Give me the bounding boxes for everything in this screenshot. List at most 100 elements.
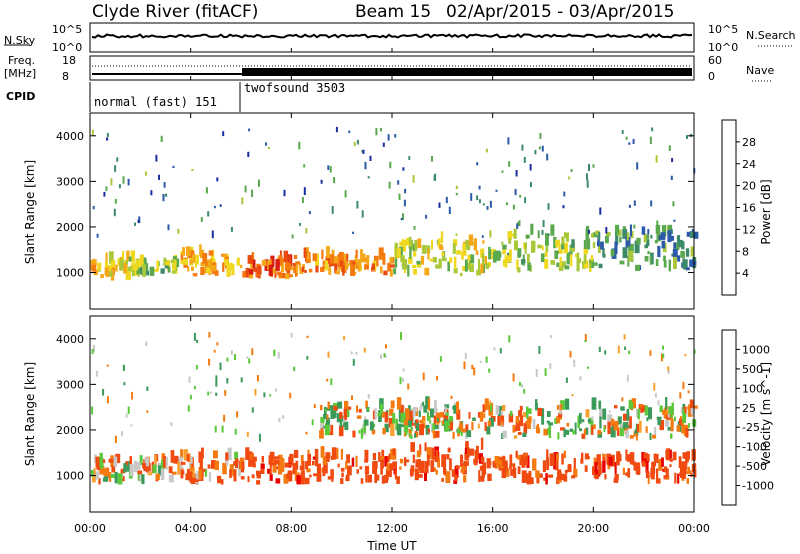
- data-cell: [400, 255, 405, 262]
- data-cell: [105, 186, 108, 192]
- data-cell: [137, 267, 142, 274]
- data-cell: [431, 447, 435, 457]
- data-cell: [404, 188, 407, 194]
- data-cell: [434, 400, 437, 413]
- data-cell: [515, 170, 518, 177]
- data-cell: [165, 456, 168, 467]
- data-cell: [471, 421, 474, 431]
- data-cell: [339, 411, 343, 419]
- data-cell: [383, 353, 386, 358]
- data-cell: [123, 463, 127, 473]
- data-cell: [493, 252, 497, 263]
- data-cell: [535, 399, 538, 411]
- data-cell: [200, 217, 203, 222]
- data-cell: [265, 142, 268, 146]
- data-cell: [298, 222, 301, 226]
- data-cell: [388, 181, 391, 189]
- nsky-label: N.Sky: [4, 34, 36, 47]
- data-cell: [519, 415, 524, 427]
- data-cell: [444, 421, 449, 432]
- data-cell: [321, 249, 324, 260]
- data-cell: [442, 257, 447, 262]
- data-cell: [303, 187, 306, 195]
- data-cell: [482, 203, 485, 206]
- data-cell: [682, 381, 685, 390]
- data-cell: [190, 456, 193, 464]
- data-cell: [455, 233, 458, 236]
- data-cell: [400, 404, 404, 418]
- data-cell: [449, 458, 452, 471]
- data-cell: [682, 463, 685, 469]
- velocity-y-axis-label: Slant Range [km]: [23, 362, 37, 466]
- data-cell: [119, 259, 124, 271]
- data-cell: [214, 270, 219, 276]
- data-cell: [544, 368, 547, 376]
- data-cell: [251, 407, 254, 413]
- data-cell: [146, 410, 149, 413]
- data-cell: [529, 416, 532, 421]
- data-cell: [527, 408, 532, 414]
- data-cell: [499, 348, 502, 354]
- data-cell: [405, 408, 410, 420]
- data-cell: [163, 182, 166, 188]
- data-cell: [195, 477, 199, 482]
- data-cell: [645, 426, 648, 433]
- data-cell: [429, 258, 434, 262]
- data-cell: [586, 180, 589, 188]
- data-cell: [518, 410, 523, 417]
- data-cell: [355, 249, 358, 258]
- data-cell: [269, 394, 272, 397]
- data-cell: [577, 258, 582, 263]
- data-cell: [485, 148, 488, 153]
- data-cell: [465, 239, 470, 249]
- data-cell: [541, 245, 544, 251]
- data-cell: [546, 449, 549, 462]
- data-cell: [598, 263, 603, 269]
- data-cell: [365, 472, 368, 483]
- data-cell: [343, 336, 346, 341]
- data-cell: [427, 248, 430, 260]
- data-cell: [546, 153, 549, 161]
- data-cell: [106, 396, 109, 404]
- data-cell: [340, 449, 343, 460]
- data-cell: [410, 426, 413, 431]
- data-cell: [412, 243, 415, 252]
- data-cell: [681, 461, 686, 465]
- data-cell: [128, 256, 132, 262]
- data-cell: [617, 229, 622, 236]
- data-cell: [650, 234, 653, 239]
- data-cell: [427, 428, 430, 434]
- data-cell: [403, 432, 407, 437]
- data-cell: [531, 240, 536, 253]
- data-cell: [446, 454, 450, 460]
- data-cell: [189, 394, 192, 400]
- data-cell: [602, 460, 606, 473]
- data-cell: [637, 408, 640, 420]
- data-cell: [351, 457, 355, 467]
- data-cell: [331, 447, 337, 460]
- data-cell: [503, 259, 506, 267]
- data-cell: [517, 248, 522, 257]
- data-cell: [158, 174, 160, 180]
- data-cell: [652, 434, 656, 439]
- data-cell: [94, 454, 97, 464]
- data-cell: [103, 476, 109, 482]
- data-cell: [426, 416, 431, 420]
- data-cell: [385, 456, 390, 463]
- data-cell: [541, 416, 545, 425]
- data-cell: [420, 403, 423, 410]
- data-cell: [416, 450, 421, 458]
- data-cell: [452, 243, 456, 254]
- data-cell: [682, 258, 685, 269]
- nsearch-label: N.Search: [746, 29, 796, 42]
- colorbar-tick-label: 16: [742, 202, 756, 215]
- data-cell: [516, 259, 519, 270]
- nsearch-tick-top: 10^5: [708, 23, 738, 36]
- data-cell: [279, 458, 285, 471]
- y-tick-label: 1000: [56, 470, 84, 483]
- data-cell: [299, 465, 303, 471]
- data-cell: [308, 211, 311, 215]
- data-cell: [245, 267, 250, 278]
- data-cell: [473, 238, 477, 251]
- data-cell: [510, 469, 515, 476]
